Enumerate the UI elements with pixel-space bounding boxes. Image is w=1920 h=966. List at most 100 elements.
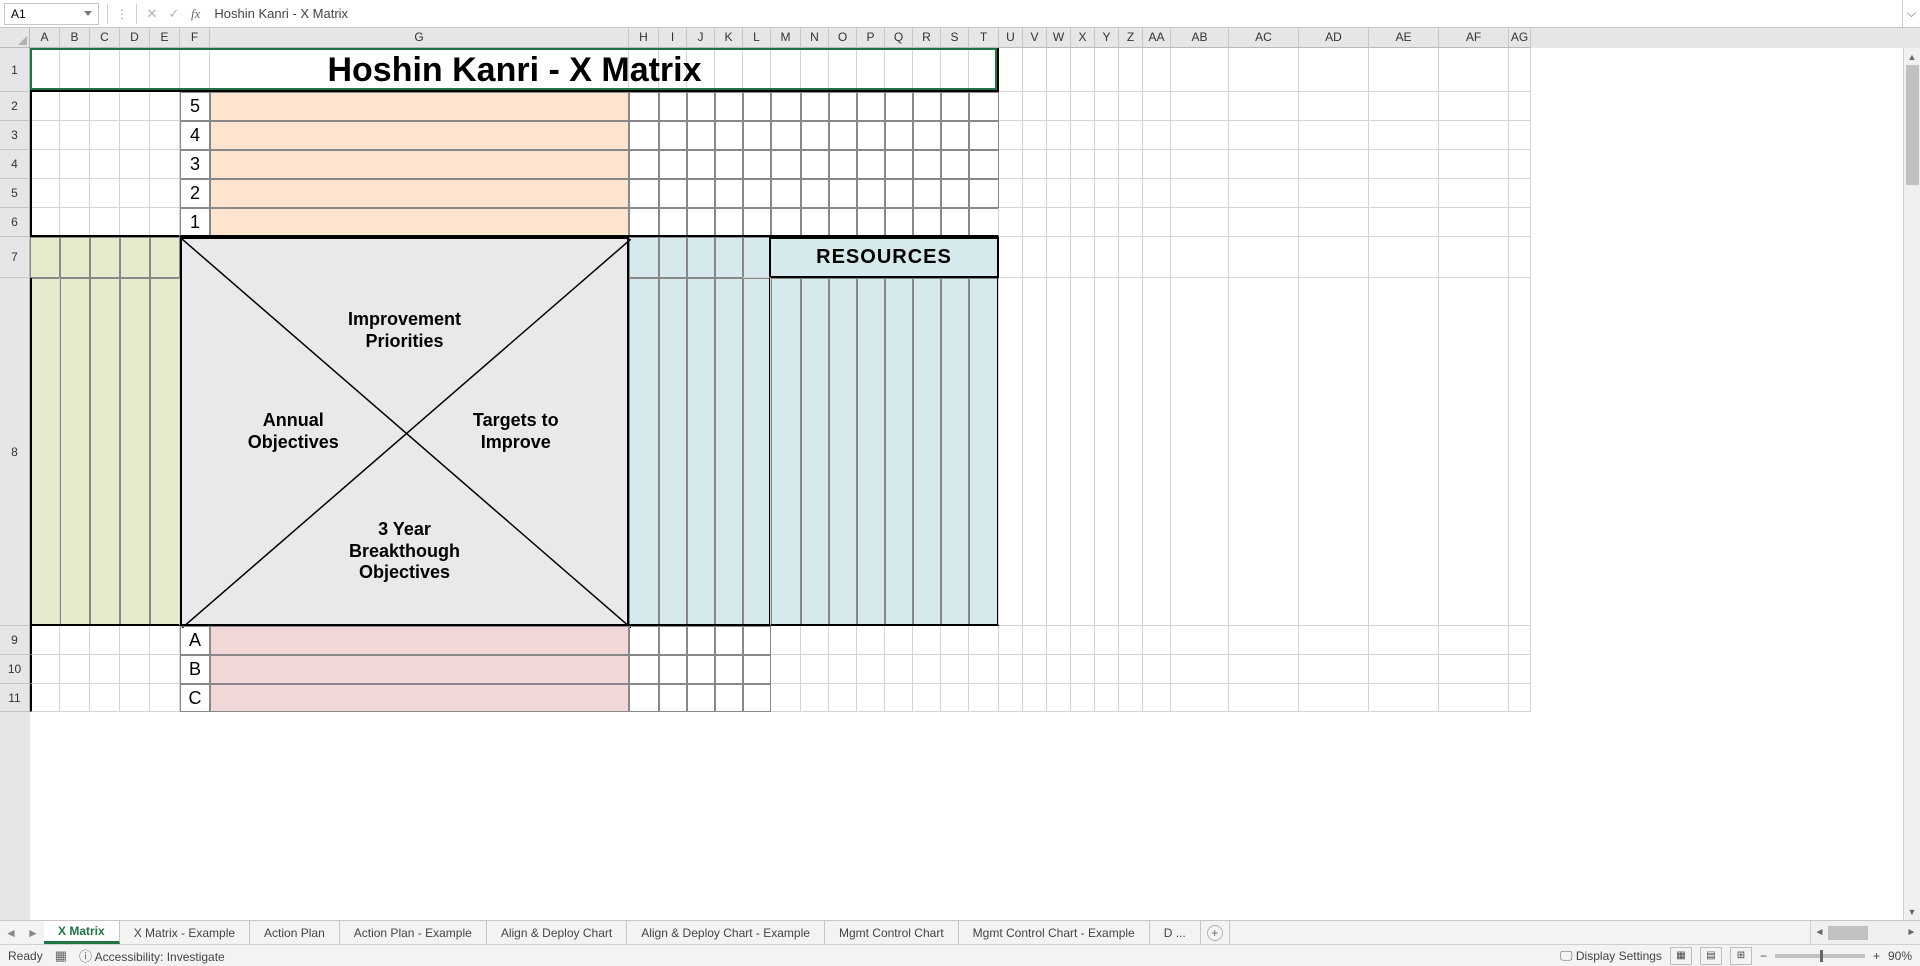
column-header[interactable]: P bbox=[857, 28, 885, 48]
grid-cell[interactable] bbox=[659, 150, 687, 179]
column-header[interactable]: I bbox=[659, 28, 687, 48]
sheet-tab[interactable]: Align & Deploy Chart - Example bbox=[627, 921, 825, 944]
sheet-tab[interactable]: Mgmt Control Chart bbox=[825, 921, 959, 944]
grid-cell[interactable] bbox=[715, 92, 743, 121]
scroll-left-icon[interactable]: ◄ bbox=[1811, 927, 1828, 938]
grid-cell[interactable] bbox=[659, 179, 687, 208]
cell[interactable] bbox=[30, 626, 60, 655]
resources-header[interactable]: RESOURCES bbox=[771, 237, 999, 278]
grid-cell[interactable] bbox=[941, 150, 969, 179]
grid-cell[interactable] bbox=[629, 150, 659, 179]
row-header[interactable]: 7 bbox=[0, 237, 30, 278]
column-header[interactable]: AB bbox=[1171, 28, 1229, 48]
grid-cell[interactable] bbox=[969, 150, 999, 179]
column-header[interactable]: D bbox=[120, 28, 150, 48]
cell[interactable] bbox=[743, 684, 771, 712]
page-break-view-button[interactable]: ⊞ bbox=[1730, 947, 1752, 965]
sheet-tab[interactable]: Mgmt Control Chart - Example bbox=[959, 921, 1150, 944]
grid-cell[interactable] bbox=[941, 121, 969, 150]
grid-cell[interactable] bbox=[687, 150, 715, 179]
hscroll-thumb[interactable] bbox=[1828, 926, 1868, 940]
grid-cell[interactable] bbox=[829, 150, 857, 179]
column-header[interactable]: B bbox=[60, 28, 90, 48]
priority-row[interactable] bbox=[210, 150, 629, 179]
grid-cell[interactable] bbox=[687, 121, 715, 150]
grid-cell[interactable] bbox=[715, 121, 743, 150]
grid-cells[interactable]: Hoshin Kanri - X Matrix54321RESOURCES Im… bbox=[30, 48, 1920, 920]
grid-cell[interactable] bbox=[913, 179, 941, 208]
priority-number[interactable]: 4 bbox=[180, 121, 210, 150]
display-settings-button[interactable]: 🖵 Display Settings bbox=[1560, 948, 1662, 964]
column-header[interactable]: AF bbox=[1439, 28, 1509, 48]
breakthrough-row[interactable] bbox=[210, 655, 629, 684]
grid-cell[interactable] bbox=[687, 92, 715, 121]
grid-cell[interactable] bbox=[659, 237, 687, 278]
column-header[interactable]: AG bbox=[1509, 28, 1531, 48]
column-header[interactable]: X bbox=[1071, 28, 1095, 48]
formula-input[interactable]: Hoshin Kanri - X Matrix bbox=[206, 6, 1902, 21]
grid-cell[interactable] bbox=[743, 179, 771, 208]
grid-cell[interactable] bbox=[771, 121, 801, 150]
grid-cell[interactable] bbox=[715, 626, 743, 655]
sheet-tab[interactable]: X Matrix - Example bbox=[120, 921, 250, 944]
column-header[interactable]: V bbox=[1023, 28, 1047, 48]
grid-cell[interactable] bbox=[743, 92, 771, 121]
zoom-in-button[interactable]: + bbox=[1873, 949, 1880, 963]
grid-cell[interactable] bbox=[715, 179, 743, 208]
row-header[interactable]: 6 bbox=[0, 208, 30, 237]
grid-cell[interactable] bbox=[941, 179, 969, 208]
x-matrix-center[interactable]: ImprovementPriorities AnnualObjectives T… bbox=[180, 237, 629, 626]
priority-number[interactable]: 5 bbox=[180, 92, 210, 121]
grid-cell[interactable] bbox=[771, 150, 801, 179]
grid-cell[interactable] bbox=[659, 626, 687, 655]
cell[interactable] bbox=[180, 208, 999, 237]
grid-cell[interactable] bbox=[659, 121, 687, 150]
grid-cell[interactable] bbox=[969, 92, 999, 121]
column-header[interactable]: Y bbox=[1095, 28, 1119, 48]
grid-cell[interactable] bbox=[60, 237, 90, 278]
cell[interactable] bbox=[30, 655, 60, 684]
row-header[interactable]: 10 bbox=[0, 655, 30, 684]
grid-cell[interactable] bbox=[829, 121, 857, 150]
macro-record-icon[interactable]: ▦ bbox=[55, 948, 67, 964]
grid-cell[interactable] bbox=[687, 655, 715, 684]
tab-prev-icon[interactable]: ◄ bbox=[0, 921, 22, 944]
grid-cell[interactable] bbox=[743, 121, 771, 150]
page-layout-view-button[interactable]: ▤ bbox=[1700, 947, 1722, 965]
column-header[interactable]: M bbox=[771, 28, 801, 48]
scroll-up-icon[interactable]: ▲ bbox=[1904, 48, 1920, 65]
column-header[interactable]: C bbox=[90, 28, 120, 48]
column-header[interactable]: G bbox=[210, 28, 629, 48]
row-header[interactable]: 11 bbox=[0, 684, 30, 712]
fx-icon[interactable]: fx bbox=[185, 6, 206, 22]
grid-cell[interactable] bbox=[829, 92, 857, 121]
priority-row[interactable] bbox=[210, 179, 629, 208]
sheet-tab[interactable]: X Matrix bbox=[44, 921, 120, 944]
column-header[interactable]: AA bbox=[1143, 28, 1171, 48]
grid-cell[interactable] bbox=[801, 179, 829, 208]
zoom-out-button[interactable]: − bbox=[1760, 949, 1767, 963]
priority-number[interactable]: 2 bbox=[180, 179, 210, 208]
column-header[interactable]: AD bbox=[1299, 28, 1369, 48]
column-header[interactable]: J bbox=[687, 28, 715, 48]
grid-cell[interactable] bbox=[801, 92, 829, 121]
grid-cell[interactable] bbox=[687, 179, 715, 208]
row-header[interactable]: 4 bbox=[0, 150, 30, 179]
column-header[interactable]: E bbox=[150, 28, 180, 48]
priority-row[interactable] bbox=[210, 92, 629, 121]
column-header[interactable]: T bbox=[969, 28, 999, 48]
column-header[interactable]: W bbox=[1047, 28, 1071, 48]
grid-cell[interactable] bbox=[629, 655, 659, 684]
grid-cell[interactable] bbox=[120, 237, 150, 278]
row-header[interactable]: 1 bbox=[0, 48, 30, 92]
cell[interactable] bbox=[743, 237, 771, 278]
priority-row[interactable] bbox=[210, 121, 629, 150]
column-header[interactable]: K bbox=[715, 28, 743, 48]
sheet-tab[interactable]: Action Plan - Example bbox=[340, 921, 487, 944]
column-header[interactable]: AC bbox=[1229, 28, 1299, 48]
cell[interactable] bbox=[30, 684, 60, 712]
normal-view-button[interactable]: ▦ bbox=[1670, 947, 1692, 965]
column-header[interactable]: N bbox=[801, 28, 829, 48]
grid-cell[interactable] bbox=[659, 655, 687, 684]
row-header[interactable]: 3 bbox=[0, 121, 30, 150]
